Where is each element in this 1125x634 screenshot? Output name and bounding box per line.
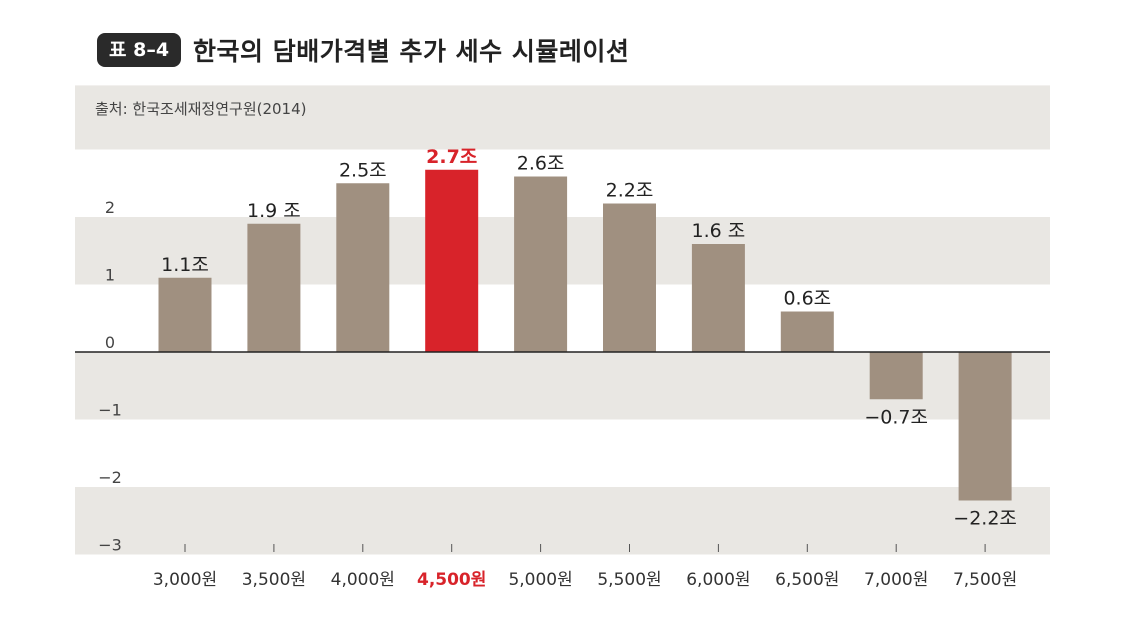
- data-label: 1.9 조: [247, 200, 301, 222]
- x-tick-label: 6,000원: [686, 570, 750, 590]
- x-tick-label: 4,000원: [331, 570, 395, 590]
- x-tick-label: 3,000원: [153, 570, 217, 590]
- x-tick-label: 4,500원: [417, 570, 486, 590]
- bar-7,500원: [958, 352, 1012, 501]
- bars: [158, 169, 1012, 501]
- data-label: 2.5조: [339, 159, 387, 181]
- x-tick-label: 3,500원: [242, 570, 306, 590]
- data-label: 2.6조: [517, 153, 565, 175]
- data-label: −2.2조: [953, 508, 1017, 530]
- y-tick-label: −3: [98, 536, 122, 555]
- table-badge: 표 8–4: [97, 33, 182, 67]
- bar-5,000원: [514, 176, 568, 352]
- data-label: 1.6 조: [692, 220, 746, 242]
- bar-6,000원: [691, 244, 745, 352]
- bar-3,500원: [247, 223, 301, 352]
- y-tick-label: −2: [98, 468, 122, 487]
- y-tick-label: 1: [105, 266, 115, 285]
- band-0: [75, 85, 1050, 150]
- chart-header: 표 8–4 한국의 담배가격별 추가 세수 시뮬레이션: [97, 30, 629, 70]
- y-tick-label: 2: [105, 198, 115, 217]
- bar-4,500원: [425, 169, 479, 352]
- bar-7,000원: [869, 352, 923, 400]
- x-axis: 3,000원 3,500원 4,000원 4,500원 5,000원 5,500원 6,00…: [153, 544, 1017, 590]
- data-label: −0.7조: [864, 406, 928, 428]
- x-tick-label: 6,500원: [775, 570, 839, 590]
- x-tick-label: 5,500원: [597, 570, 661, 590]
- source-note: 출처: 한국조세재정연구원(2014): [95, 100, 307, 118]
- data-label: 0.6조: [783, 288, 831, 310]
- y-tick-label: 0: [105, 333, 115, 352]
- x-tick-label: 7,500원: [953, 570, 1017, 590]
- x-tick-label: 5,000원: [508, 570, 572, 590]
- bar-4,000원: [336, 183, 390, 352]
- data-label: 2.7조: [426, 146, 477, 168]
- chart-title: 한국의 담배가격별 추가 세수 시뮬레이션: [193, 37, 630, 66]
- data-labels: 1.1조 1.9 조 2.5조 2.7조 2.6조 2.2조 1.6 조 0.6조 −0.7조 −…: [161, 146, 1017, 530]
- bar-5,500원: [603, 203, 656, 352]
- data-label: 2.2조: [606, 180, 654, 202]
- bar-3,000원: [158, 277, 212, 352]
- y-axis: 2 1 0 −1 −2 −3: [98, 198, 122, 555]
- y-tick-label: −1: [98, 401, 122, 420]
- data-label: 1.1조: [161, 254, 209, 276]
- bar-6,500원: [780, 311, 834, 352]
- x-tick-label: 7,000원: [864, 570, 928, 590]
- band-3: [75, 487, 1050, 555]
